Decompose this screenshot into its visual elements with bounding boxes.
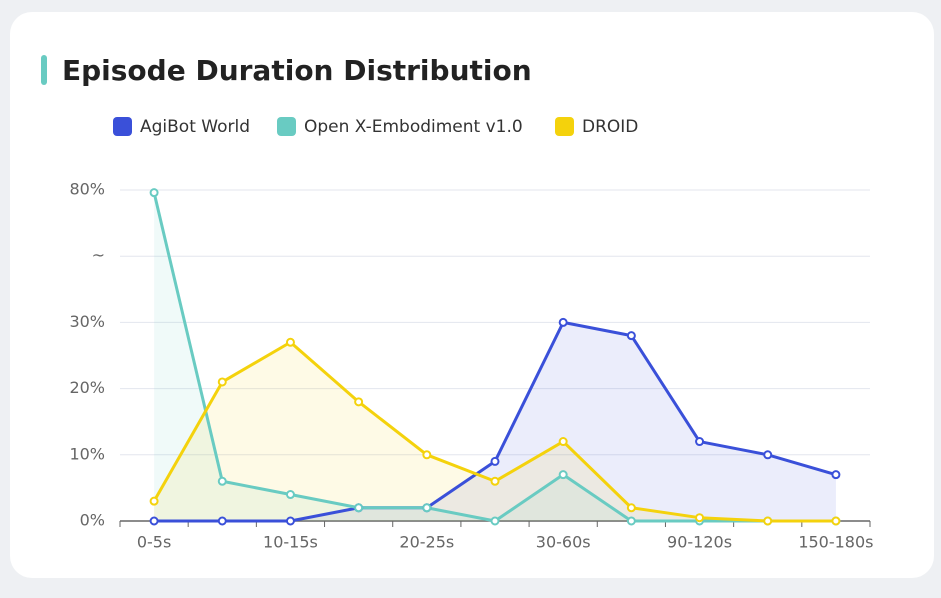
title-accent — [41, 55, 47, 85]
legend-swatch[interactable] — [555, 117, 574, 136]
point — [285, 337, 295, 347]
point — [831, 470, 841, 480]
x-tick-label: 150-180s — [798, 533, 873, 552]
y-tick-label: 20% — [69, 378, 105, 397]
legend-label[interactable]: Open X-Embodiment v1.0 — [304, 117, 523, 137]
point — [285, 490, 295, 500]
y-tick-label: 0% — [80, 511, 105, 530]
legend-swatch[interactable] — [113, 117, 132, 136]
point — [422, 450, 432, 460]
point — [626, 516, 636, 526]
point — [763, 516, 773, 526]
y-tick-label: 80% — [69, 180, 105, 199]
point — [626, 331, 636, 341]
point — [831, 516, 841, 526]
point — [217, 476, 227, 486]
point — [626, 503, 636, 513]
x-tick-label: 30-60s — [536, 533, 591, 552]
point — [763, 450, 773, 460]
point — [695, 437, 705, 447]
point — [285, 516, 295, 526]
area-fill — [154, 322, 836, 521]
x-tick-label: 90-120s — [667, 533, 732, 552]
area-fill — [154, 342, 836, 521]
x-tick-label: 10-15s — [263, 533, 318, 552]
point — [217, 516, 227, 526]
point — [490, 476, 500, 486]
chart-title: Episode Duration Distribution — [62, 54, 532, 87]
point — [490, 516, 500, 526]
y-tick-label: ~ — [92, 246, 105, 265]
legend-label[interactable]: AgiBot World — [140, 117, 250, 137]
area-fill — [154, 192, 836, 521]
x-tick-label: 20-25s — [399, 533, 454, 552]
point — [354, 503, 364, 513]
point — [149, 496, 159, 506]
y-tick-label: 10% — [69, 444, 105, 463]
x-tick-label: 0-5s — [137, 533, 171, 552]
point — [149, 188, 159, 198]
y-tick-label: 30% — [69, 312, 105, 331]
point — [558, 437, 568, 447]
point — [422, 503, 432, 513]
point — [217, 377, 227, 387]
legend-swatch[interactable] — [277, 117, 296, 136]
legend-label[interactable]: DROID — [582, 117, 638, 137]
point — [695, 513, 705, 523]
point — [558, 317, 568, 327]
point — [149, 516, 159, 526]
point — [354, 397, 364, 407]
point — [558, 470, 568, 480]
point — [490, 456, 500, 466]
